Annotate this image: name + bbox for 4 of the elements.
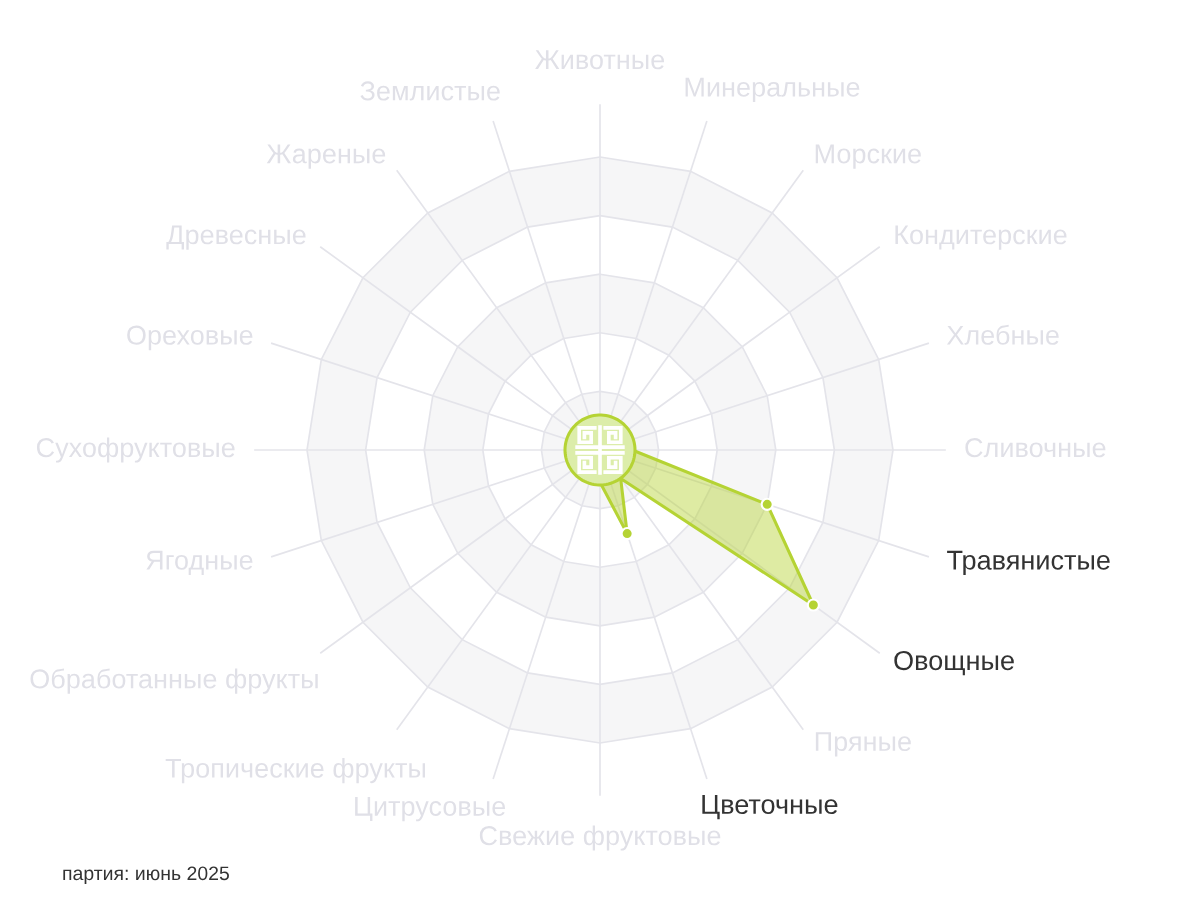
text: партия: июнь 2025 <box>63 866 229 885</box>
spoke-label: Цветочные <box>702 795 838 820</box>
spoke-label: Овощные <box>894 650 1014 676</box>
spoke-label: Травянистые <box>947 550 1110 576</box>
